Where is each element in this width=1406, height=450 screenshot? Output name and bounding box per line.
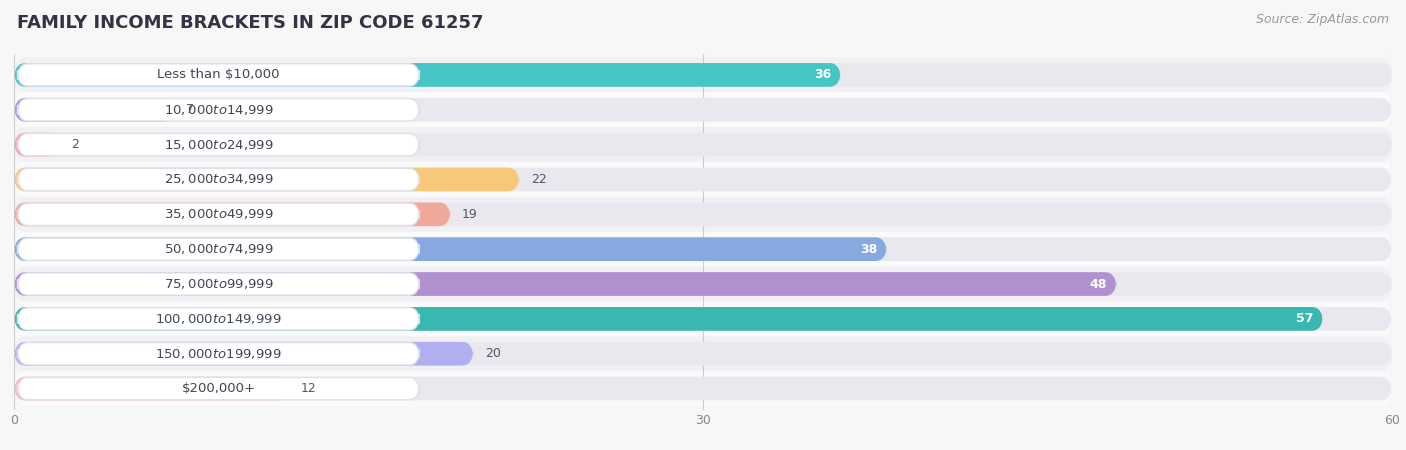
FancyBboxPatch shape — [14, 266, 1392, 302]
FancyBboxPatch shape — [14, 336, 1392, 371]
Text: 7: 7 — [186, 103, 194, 116]
FancyBboxPatch shape — [14, 342, 474, 365]
FancyBboxPatch shape — [14, 371, 1392, 406]
Text: 12: 12 — [301, 382, 316, 395]
Text: 2: 2 — [72, 138, 79, 151]
FancyBboxPatch shape — [14, 202, 450, 226]
FancyBboxPatch shape — [17, 134, 419, 156]
FancyBboxPatch shape — [17, 342, 419, 365]
Text: $15,000 to $24,999: $15,000 to $24,999 — [163, 138, 273, 152]
FancyBboxPatch shape — [17, 238, 419, 261]
FancyBboxPatch shape — [14, 167, 1392, 191]
FancyBboxPatch shape — [17, 273, 419, 295]
Text: $35,000 to $49,999: $35,000 to $49,999 — [163, 207, 273, 221]
FancyBboxPatch shape — [14, 58, 1392, 92]
FancyBboxPatch shape — [14, 272, 1392, 296]
Text: FAMILY INCOME BRACKETS IN ZIP CODE 61257: FAMILY INCOME BRACKETS IN ZIP CODE 61257 — [17, 14, 484, 32]
Text: 57: 57 — [1296, 312, 1313, 325]
Text: $10,000 to $14,999: $10,000 to $14,999 — [163, 103, 273, 117]
FancyBboxPatch shape — [14, 92, 1392, 127]
FancyBboxPatch shape — [14, 232, 1392, 266]
FancyBboxPatch shape — [14, 307, 1392, 331]
Text: 20: 20 — [485, 347, 501, 360]
Text: $150,000 to $199,999: $150,000 to $199,999 — [155, 347, 281, 361]
FancyBboxPatch shape — [14, 202, 1392, 226]
FancyBboxPatch shape — [14, 133, 1392, 157]
FancyBboxPatch shape — [14, 63, 841, 87]
FancyBboxPatch shape — [14, 377, 290, 400]
FancyBboxPatch shape — [17, 378, 419, 400]
FancyBboxPatch shape — [14, 272, 1116, 296]
Text: Less than $10,000: Less than $10,000 — [157, 68, 280, 81]
FancyBboxPatch shape — [17, 308, 419, 330]
Text: $25,000 to $34,999: $25,000 to $34,999 — [163, 172, 273, 186]
Text: 38: 38 — [860, 243, 877, 256]
FancyBboxPatch shape — [14, 377, 1392, 400]
FancyBboxPatch shape — [14, 98, 174, 122]
FancyBboxPatch shape — [14, 342, 1392, 365]
FancyBboxPatch shape — [14, 127, 1392, 162]
Text: 22: 22 — [531, 173, 547, 186]
Text: 19: 19 — [463, 208, 478, 221]
FancyBboxPatch shape — [17, 203, 419, 225]
FancyBboxPatch shape — [14, 133, 60, 157]
FancyBboxPatch shape — [14, 167, 519, 191]
FancyBboxPatch shape — [14, 302, 1392, 336]
FancyBboxPatch shape — [14, 162, 1392, 197]
Text: 36: 36 — [814, 68, 831, 81]
Text: 48: 48 — [1090, 278, 1107, 291]
FancyBboxPatch shape — [17, 99, 419, 121]
FancyBboxPatch shape — [17, 64, 419, 86]
Text: $50,000 to $74,999: $50,000 to $74,999 — [163, 242, 273, 256]
FancyBboxPatch shape — [14, 237, 1392, 261]
Text: Source: ZipAtlas.com: Source: ZipAtlas.com — [1256, 14, 1389, 27]
Text: $100,000 to $149,999: $100,000 to $149,999 — [155, 312, 281, 326]
Text: $200,000+: $200,000+ — [181, 382, 256, 395]
FancyBboxPatch shape — [14, 98, 1392, 122]
FancyBboxPatch shape — [14, 307, 1323, 331]
FancyBboxPatch shape — [14, 197, 1392, 232]
FancyBboxPatch shape — [14, 63, 1392, 87]
Text: $75,000 to $99,999: $75,000 to $99,999 — [163, 277, 273, 291]
FancyBboxPatch shape — [14, 237, 887, 261]
FancyBboxPatch shape — [17, 168, 419, 191]
